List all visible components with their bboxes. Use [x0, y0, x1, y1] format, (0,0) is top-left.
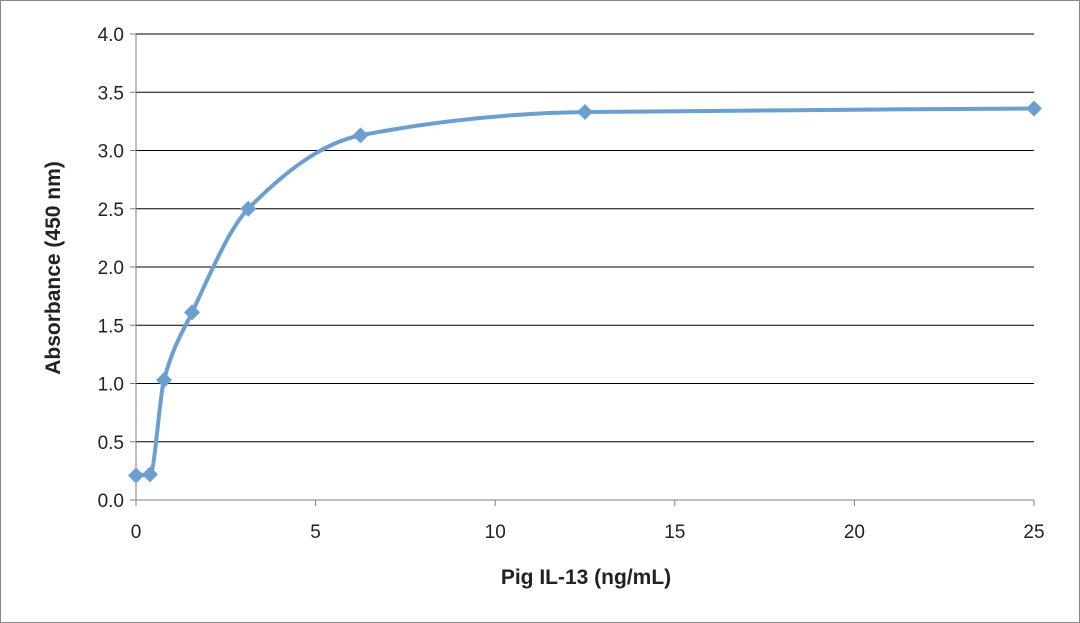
data-point-marker: [128, 467, 144, 484]
data-point-marker: [1026, 100, 1042, 117]
y-tick-label: 4.0: [98, 25, 124, 46]
x-tick-label: 25: [1023, 522, 1044, 543]
y-axis-title: Absorbance (450 nm): [42, 161, 65, 375]
y-tick-label: 0.5: [98, 433, 124, 454]
data-markers: [128, 100, 1042, 484]
data-point-marker: [240, 200, 257, 217]
x-axis-title: Pig IL-13 (ng/mL): [501, 566, 671, 589]
y-tick-label: 2.0: [98, 258, 124, 279]
data-point-marker: [352, 127, 369, 144]
axes: [130, 33, 1035, 506]
x-tick-label: 20: [844, 522, 865, 543]
x-tick-label: 5: [310, 522, 321, 543]
data-point-marker: [577, 104, 593, 121]
x-tick-label: 0: [131, 522, 142, 543]
y-tick-label: 3.0: [98, 142, 124, 163]
y-tick-label: 2.5: [98, 200, 124, 221]
tick-labels: 0.0 0.5 1.0 1.5 2.0 2.5 3.0 3.5 4.0 0 5 10 15 20 25: [98, 25, 1045, 543]
series-line: [135, 106, 1035, 478]
x-tick-label: 10: [485, 522, 506, 543]
y-tick-label: 0.0: [98, 491, 124, 512]
y-tick-label: 1.0: [98, 375, 124, 396]
y-tick-label: 3.5: [98, 83, 124, 104]
y-tick-label: 1.5: [98, 316, 124, 337]
grid-lines: [136, 33, 1034, 443]
x-tick-label: 15: [664, 522, 685, 543]
data-point-marker: [142, 466, 159, 483]
data-point-marker: [156, 372, 173, 389]
data-series: [135, 106, 1035, 478]
data-point-marker: [184, 304, 201, 321]
